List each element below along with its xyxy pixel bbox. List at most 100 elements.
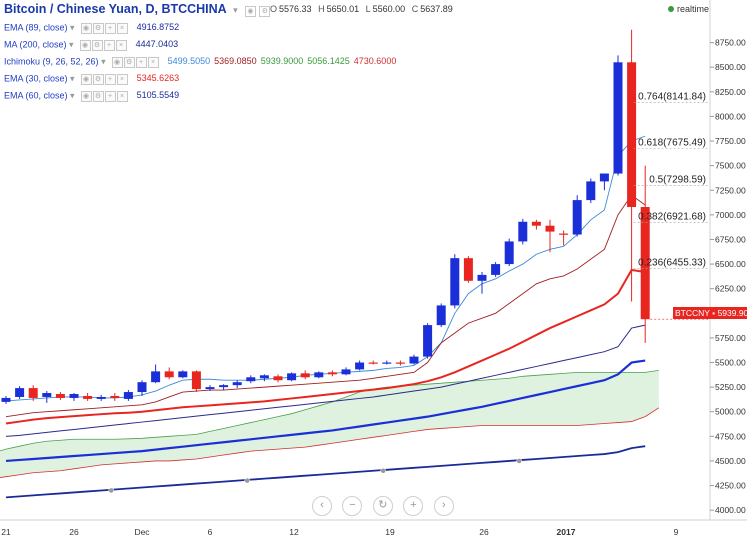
- fib-level-label: 0.618(7675.49): [638, 137, 706, 148]
- eye-icon[interactable]: ◉: [111, 57, 123, 68]
- y-tick-label: 5250.00: [715, 382, 746, 392]
- plus-icon[interactable]: +: [135, 57, 147, 68]
- close-icon[interactable]: ×: [115, 40, 127, 51]
- candle-body: [28, 388, 38, 398]
- indicator-label: MA (200, close): [4, 39, 67, 50]
- fib-level-label: 0.236(6455.33): [638, 257, 706, 268]
- candle-body: [246, 377, 256, 382]
- eye-icon[interactable]: ◉: [80, 23, 92, 34]
- chevron-down-icon[interactable]: ▾: [67, 90, 75, 101]
- indicator-label: Ichimoku (9, 26, 52, 26): [4, 56, 99, 67]
- candle-body: [259, 375, 269, 379]
- candle-body: [83, 395, 93, 399]
- indicator-row[interactable]: MA (200, close) ▾ ◉ ⚙ + × 4447.0403: [4, 39, 178, 51]
- chevron-down-icon[interactable]: ▾: [67, 73, 75, 84]
- y-tick-label: 6250.00: [715, 284, 746, 294]
- chevron-down-icon[interactable]: ▾: [67, 22, 75, 33]
- x-tick-label: Dec: [134, 527, 150, 537]
- close-icon[interactable]: ×: [116, 91, 128, 102]
- y-tick-label: 6500.00: [715, 259, 746, 269]
- chart-header: Bitcoin / Chinese Yuan, D, BTCCHINA ▾ ◉ …: [4, 2, 271, 18]
- x-tick-label: 26: [69, 527, 79, 537]
- candle-body: [409, 356, 419, 364]
- y-tick-label: 4750.00: [715, 431, 746, 441]
- high-label: H: [318, 4, 325, 14]
- close-icon[interactable]: ×: [116, 23, 128, 34]
- indicator-value: 5345.6263: [136, 73, 180, 84]
- indicator-value: 5499.5050: [167, 56, 211, 67]
- indicator-value: 5939.9000: [260, 56, 304, 67]
- x-tick-label: 21: [1, 527, 11, 537]
- candle-body: [518, 221, 528, 242]
- ohlc-readout: O 5576.33 H 5650.01 L 5560.00 C 5637.89: [270, 4, 453, 14]
- indicator-value: 4730.6000: [353, 56, 397, 67]
- plus-icon[interactable]: +: [104, 91, 116, 102]
- eye-icon[interactable]: ◉: [244, 6, 256, 18]
- indicator-value: 5369.0850: [214, 56, 257, 67]
- candle-body: [368, 362, 378, 364]
- candle-body: [491, 264, 501, 275]
- indicator-buttons: ◉ ⚙ + ×: [80, 73, 129, 85]
- settings-icon[interactable]: ⚙: [123, 57, 135, 68]
- settings-icon[interactable]: ⚙: [92, 23, 104, 34]
- plus-icon[interactable]: +: [103, 40, 115, 51]
- chevron-right-icon[interactable]: ›: [433, 496, 454, 516]
- eye-icon[interactable]: ◉: [80, 91, 92, 102]
- reset-icon[interactable]: ↻: [372, 496, 393, 516]
- open-label: O: [270, 4, 278, 14]
- y-tick-label: 7250.00: [715, 185, 746, 195]
- candle-body: [586, 181, 596, 201]
- x-tick-label: 9: [674, 527, 679, 537]
- candle-body: [504, 241, 514, 265]
- ma200-marker: [516, 458, 522, 464]
- plus-icon[interactable]: +: [104, 23, 116, 34]
- x-tick-label: 2017: [557, 527, 576, 537]
- fib-level-label: 0.382(6921.68): [638, 212, 706, 223]
- candle-body: [572, 200, 582, 235]
- settings-icon[interactable]: ⚙: [92, 74, 104, 85]
- candle-body: [96, 396, 106, 399]
- candle-body: [559, 233, 569, 235]
- candle-body: [110, 395, 120, 398]
- settings-icon[interactable]: ⚙: [259, 6, 271, 18]
- plus-icon[interactable]: +: [403, 496, 424, 516]
- settings-icon[interactable]: ⚙: [92, 91, 104, 102]
- candle-body: [1, 397, 11, 402]
- last-price-badge: BTCCNY ▪ 5939.90: [673, 307, 747, 319]
- minus-icon[interactable]: −: [342, 496, 363, 516]
- indicator-row[interactable]: EMA (60, close) ▾ ◉ ⚙ + × 5105.5549: [4, 90, 179, 102]
- chevron-down-icon[interactable]: ▾: [233, 5, 238, 15]
- eye-icon[interactable]: ◉: [80, 74, 92, 85]
- candle-body: [314, 372, 324, 378]
- eye-icon[interactable]: ◉: [79, 40, 91, 51]
- candle-body: [327, 372, 337, 375]
- indicator-row[interactable]: EMA (30, close) ▾ ◉ ⚙ + × 5345.6263: [4, 73, 179, 85]
- status-dot-icon: [667, 6, 674, 12]
- candle-body: [219, 385, 229, 388]
- indicator-row[interactable]: Ichimoku (9, 26, 52, 26) ▾ ◉ ⚙ + × 5499.5050 5…: [4, 56, 396, 68]
- indicator-value: 5105.5549: [136, 90, 180, 101]
- chevron-down-icon[interactable]: ▾: [66, 39, 74, 50]
- candle-body: [627, 62, 637, 207]
- candle-body: [123, 392, 133, 399]
- candle-body: [178, 371, 188, 378]
- candle-body: [436, 305, 446, 326]
- settings-icon[interactable]: ⚙: [91, 40, 103, 51]
- chevron-down-icon[interactable]: ▾: [98, 56, 106, 67]
- y-tick-label: 4000.00: [715, 505, 746, 515]
- y-tick-label: 7000.00: [715, 210, 746, 220]
- close-icon[interactable]: ×: [147, 57, 159, 68]
- indicator-row[interactable]: EMA (89, close) ▾ ◉ ⚙ + × 4916.8752: [4, 22, 179, 34]
- y-tick-label: 6750.00: [715, 234, 746, 244]
- indicator-label: EMA (60, close): [4, 90, 68, 101]
- close-icon[interactable]: ×: [116, 74, 128, 85]
- plus-icon[interactable]: +: [104, 74, 116, 85]
- indicator-buttons: ◉ ⚙ + ×: [111, 56, 160, 68]
- chart-title[interactable]: Bitcoin / Chinese Yuan, D, BTCCHINA: [4, 2, 227, 16]
- candle-body: [477, 274, 487, 281]
- y-tick-label: 7750.00: [715, 136, 746, 146]
- candle-body: [341, 369, 351, 375]
- chevron-left-icon[interactable]: ‹: [312, 496, 332, 516]
- ichimoku-cloud: [0, 370, 659, 478]
